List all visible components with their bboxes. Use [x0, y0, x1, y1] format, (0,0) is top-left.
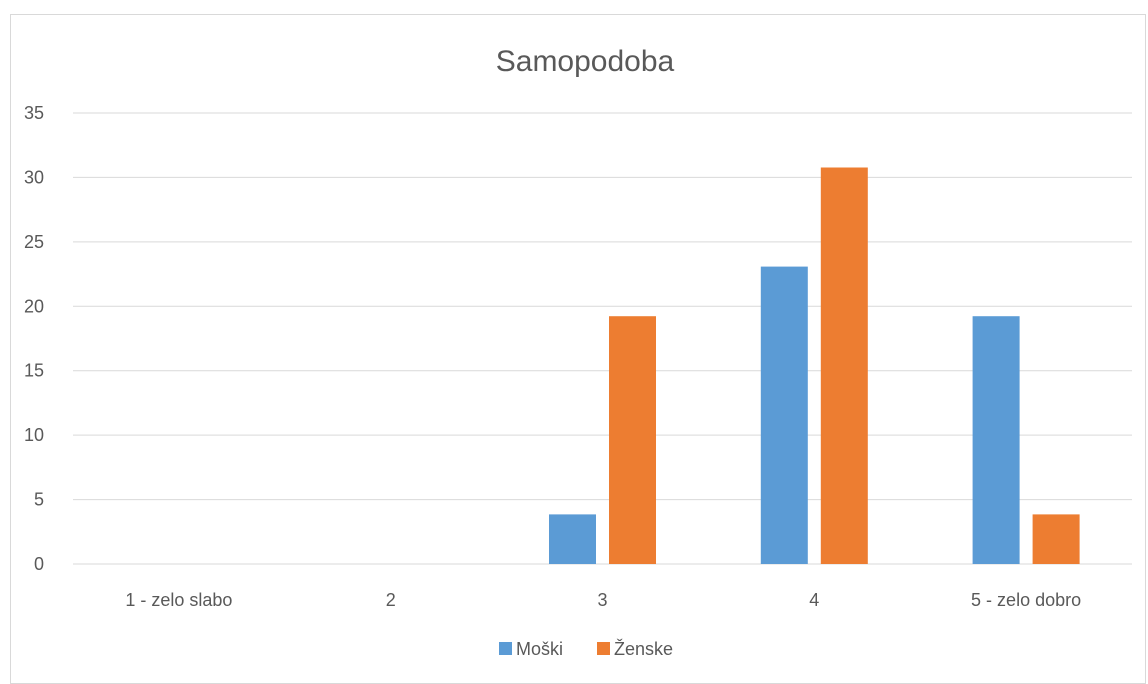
chart-title: Samopodoba	[496, 45, 675, 78]
y-tick-label: 5	[34, 490, 44, 510]
x-tick-label: 4	[809, 590, 819, 610]
legend-swatch	[499, 642, 512, 655]
legend-label: Moški	[516, 639, 563, 659]
legend-label: Ženske	[614, 639, 673, 659]
bar-moski-3	[549, 514, 596, 564]
bar-zenske-3	[609, 316, 656, 564]
chart-frame	[10, 14, 1146, 684]
x-tick-label: 3	[597, 590, 607, 610]
bar-zenske-5	[1032, 514, 1080, 564]
y-tick-label: 10	[24, 425, 44, 445]
legend-swatch	[597, 642, 610, 655]
y-tick-label: 25	[24, 232, 44, 252]
y-tick-label: 30	[24, 167, 44, 187]
legend: Moški Ženske	[499, 639, 673, 659]
bar-moski-4	[760, 266, 808, 564]
y-tick-label: 0	[34, 554, 44, 574]
y-tick-label: 15	[24, 361, 44, 381]
bar-zenske-4	[820, 167, 868, 564]
x-tick-label: 2	[386, 590, 396, 610]
y-tick-label: 20	[24, 296, 44, 316]
bar-moski-5	[972, 316, 1020, 564]
x-tick-label: 5 - zelo dobro	[971, 590, 1081, 610]
gridlines	[73, 112, 1132, 565]
y-axis-ticks: 0 5 10 15 20 25 30 35	[24, 103, 44, 574]
x-axis-ticks: 1 - zelo slabo 2 3 4 5 - zelo dobro	[125, 590, 1081, 610]
bars	[549, 167, 1080, 564]
x-tick-label: 1 - zelo slabo	[125, 590, 232, 610]
y-tick-label: 35	[24, 103, 44, 123]
